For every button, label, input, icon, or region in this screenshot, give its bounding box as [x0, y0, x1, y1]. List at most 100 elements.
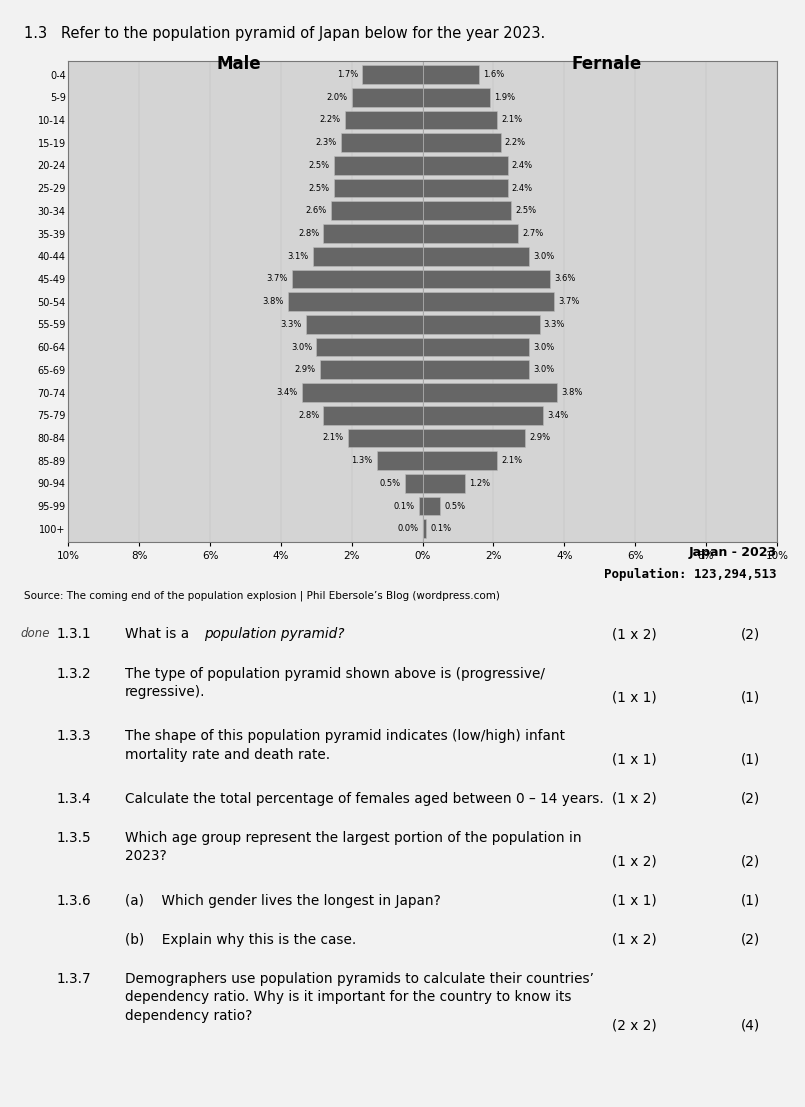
Text: (1 x 2): (1 x 2)	[612, 855, 657, 869]
Bar	[423, 292, 554, 311]
Bar	[423, 201, 511, 220]
Text: Which age group represent the largest portion of the population in
2023?: Which age group represent the largest po…	[125, 831, 581, 863]
Bar	[291, 270, 423, 288]
Text: 2.7%: 2.7%	[522, 229, 543, 238]
Text: (a)    Which gender lives the longest in Japan?: (a) Which gender lives the longest in Ja…	[125, 893, 440, 908]
Text: (2): (2)	[741, 855, 760, 869]
Bar	[331, 201, 423, 220]
Text: 1.3%: 1.3%	[351, 456, 373, 465]
Bar	[423, 383, 557, 402]
Text: 3.0%: 3.0%	[533, 365, 555, 374]
Text: done: done	[20, 628, 50, 641]
Text: population pyramid?: population pyramid?	[204, 628, 345, 641]
Bar	[288, 292, 423, 311]
Bar	[324, 225, 423, 242]
Text: (4): (4)	[741, 1018, 760, 1033]
Bar	[377, 452, 423, 470]
Bar	[423, 111, 497, 130]
Bar	[423, 452, 497, 470]
Text: 1.3.7: 1.3.7	[56, 972, 91, 986]
Text: Calculate the total percentage of females aged between 0 – 14 years.: Calculate the total percentage of female…	[125, 792, 604, 806]
Bar	[405, 474, 423, 493]
Text: 3.6%: 3.6%	[555, 275, 576, 283]
Text: 2.0%: 2.0%	[326, 93, 348, 102]
Text: (2 x 2): (2 x 2)	[612, 1018, 657, 1033]
Text: 2.1%: 2.1%	[502, 115, 522, 124]
Text: 2.6%: 2.6%	[305, 206, 326, 215]
Bar	[349, 428, 423, 447]
Text: (2): (2)	[741, 933, 760, 946]
Text: 2.8%: 2.8%	[298, 229, 320, 238]
Bar	[423, 497, 440, 516]
Text: 2.1%: 2.1%	[502, 456, 522, 465]
Text: The shape of this population pyramid indicates (low/high) infant
mortality rate : The shape of this population pyramid ind…	[125, 730, 565, 762]
Bar	[419, 497, 423, 516]
Text: (1): (1)	[741, 893, 760, 908]
Bar	[362, 65, 423, 84]
Text: 2.9%: 2.9%	[295, 365, 316, 374]
Text: 3.8%: 3.8%	[262, 297, 284, 307]
Text: 3.0%: 3.0%	[291, 342, 312, 352]
Text: Fernale: Fernale	[572, 55, 642, 73]
Bar	[324, 406, 423, 425]
Text: What is a: What is a	[125, 628, 193, 641]
Text: 0.1%: 0.1%	[394, 501, 415, 510]
Bar	[345, 111, 423, 130]
Text: (1): (1)	[741, 753, 760, 767]
Bar	[423, 406, 543, 425]
Text: 0.5%: 0.5%	[444, 501, 466, 510]
Bar	[352, 87, 423, 106]
Bar	[423, 178, 508, 197]
Text: 3.3%: 3.3%	[280, 320, 302, 329]
Text: 1.3.2: 1.3.2	[56, 666, 91, 681]
Bar	[306, 315, 423, 333]
Text: 2.9%: 2.9%	[530, 434, 551, 443]
Bar	[334, 156, 423, 175]
Text: (1 x 2): (1 x 2)	[612, 792, 657, 806]
Text: Japan - 2023: Japan - 2023	[689, 546, 777, 559]
Text: (1 x 2): (1 x 2)	[612, 933, 657, 946]
Text: 2.8%: 2.8%	[298, 411, 320, 420]
Bar	[341, 133, 423, 152]
Text: 3.0%: 3.0%	[533, 251, 555, 261]
Text: 1.7%: 1.7%	[337, 70, 358, 79]
Bar	[423, 225, 518, 242]
Text: 1.3.1: 1.3.1	[56, 628, 91, 641]
Text: Population: 123,294,513: Population: 123,294,513	[605, 568, 777, 581]
Bar	[423, 315, 539, 333]
Text: 3.3%: 3.3%	[543, 320, 565, 329]
Bar	[423, 474, 465, 493]
Text: 1.6%: 1.6%	[484, 70, 505, 79]
Text: The type of population pyramid shown above is (progressive/
regressive).: The type of population pyramid shown abo…	[125, 666, 545, 699]
Text: 0.5%: 0.5%	[379, 479, 401, 488]
Text: Source: The coming end of the population explosion | Phil Ebersole’s Blog (wordp: Source: The coming end of the population…	[24, 590, 500, 601]
Bar	[320, 361, 423, 379]
Text: 0.0%: 0.0%	[397, 525, 419, 534]
Text: (1): (1)	[741, 690, 760, 704]
Text: Male: Male	[216, 55, 261, 73]
Text: 1.9%: 1.9%	[494, 93, 515, 102]
Text: (1 x 1): (1 x 1)	[612, 690, 657, 704]
Text: 2.4%: 2.4%	[512, 161, 533, 169]
Bar	[316, 338, 423, 356]
Bar	[423, 428, 526, 447]
Text: 2.2%: 2.2%	[505, 138, 526, 147]
Bar	[423, 338, 529, 356]
Text: (b)    Explain why this is the case.: (b) Explain why this is the case.	[125, 933, 356, 946]
Text: 0.1%: 0.1%	[431, 525, 452, 534]
Text: 2.4%: 2.4%	[512, 184, 533, 193]
Text: 2.5%: 2.5%	[308, 161, 330, 169]
Bar	[423, 87, 490, 106]
Text: 1.2%: 1.2%	[469, 479, 490, 488]
Text: 2.5%: 2.5%	[515, 206, 537, 215]
Text: 1.3.3: 1.3.3	[56, 730, 91, 743]
Bar	[423, 133, 501, 152]
Text: 3.4%: 3.4%	[277, 389, 298, 397]
Text: 1.3   Refer to the population pyramid of Japan below for the year 2023.: 1.3 Refer to the population pyramid of J…	[24, 25, 546, 41]
Text: 3.7%: 3.7%	[266, 275, 287, 283]
Bar	[423, 519, 426, 538]
Text: 2.2%: 2.2%	[320, 115, 341, 124]
Bar	[334, 178, 423, 197]
Bar	[423, 65, 479, 84]
Bar	[423, 270, 550, 288]
